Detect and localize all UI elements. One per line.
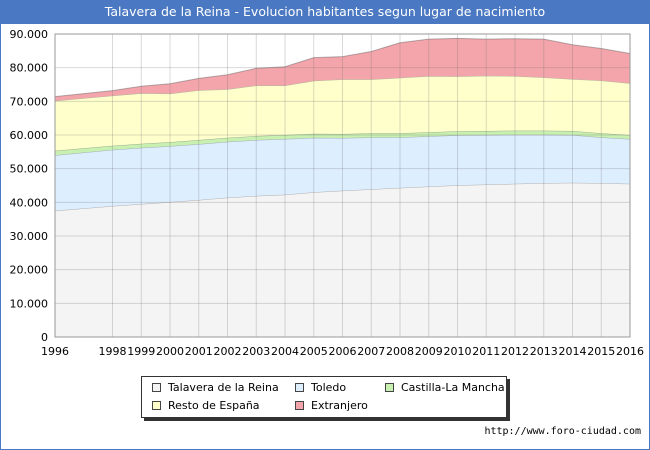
area-0 <box>55 182 630 337</box>
y-tick-label-4: 40.000 <box>10 196 49 209</box>
x-tick-label-12: 2009 <box>415 345 443 358</box>
x-tick-label-2: 1999 <box>127 345 155 358</box>
area-3 <box>55 75 630 151</box>
area-2 <box>55 130 630 156</box>
x-tick-label-1: 1998 <box>99 345 127 358</box>
series-line-4 <box>54 37 631 98</box>
x-tick-label-10: 2007 <box>357 345 385 358</box>
y-tick-label-1: 10.000 <box>10 297 49 310</box>
legend: Talavera de la Reina Toledo Castilla-La … <box>141 376 507 418</box>
area-1 <box>55 134 630 211</box>
y-tick-label-0: 0 <box>41 331 48 344</box>
source-url: http://www.foro-ciudad.com <box>484 426 641 437</box>
legend-swatch-talavera <box>152 383 161 392</box>
x-tick-label-3: 2000 <box>156 345 184 358</box>
legend-label-resto: Resto de España <box>168 399 260 412</box>
y-tick-label-6: 60.000 <box>10 129 49 142</box>
y-tick-label-2: 20.000 <box>10 264 49 277</box>
x-tick-label-18: 2015 <box>587 345 615 358</box>
x-tick-label-5: 2002 <box>214 345 242 358</box>
legend-label-talavera: Talavera de la Reina <box>168 381 279 394</box>
y-tick-label-5: 50.000 <box>10 163 49 176</box>
x-tick-label-0: 1996 <box>41 345 69 358</box>
y-tick-label-8: 80.000 <box>10 62 49 75</box>
legend-label-extranjero: Extranjero <box>311 399 368 412</box>
y-tick-label-7: 70.000 <box>10 95 49 108</box>
x-tick-label-8: 2005 <box>300 345 328 358</box>
legend-label-castilla: Castilla-La Mancha <box>401 381 505 394</box>
y-tick-label-9: 90.000 <box>10 28 49 41</box>
x-tick-label-17: 2014 <box>559 345 587 358</box>
legend-swatch-extranjero <box>295 401 304 410</box>
y-tick-label-3: 30.000 <box>10 230 49 243</box>
legend-label-toledo: Toledo <box>311 381 347 394</box>
x-tick-label-14: 2011 <box>472 345 500 358</box>
chart-title: Talavera de la Reina - Evolucion habitan… <box>0 0 650 24</box>
legend-swatch-toledo <box>295 383 304 392</box>
x-tick-label-7: 2004 <box>271 345 299 358</box>
x-tick-label-9: 2006 <box>329 345 357 358</box>
x-tick-label-16: 2013 <box>530 345 558 358</box>
x-tick-label-13: 2010 <box>444 345 472 358</box>
legend-swatch-resto <box>152 401 161 410</box>
x-tick-label-15: 2012 <box>501 345 529 358</box>
x-tick-label-4: 2001 <box>185 345 213 358</box>
x-tick-label-19: 2016 <box>616 345 644 358</box>
x-tick-label-11: 2008 <box>386 345 414 358</box>
plot-border <box>54 33 631 338</box>
area-4 <box>55 38 630 101</box>
legend-swatch-castilla <box>385 383 394 392</box>
x-tick-label-6: 2003 <box>242 345 270 358</box>
